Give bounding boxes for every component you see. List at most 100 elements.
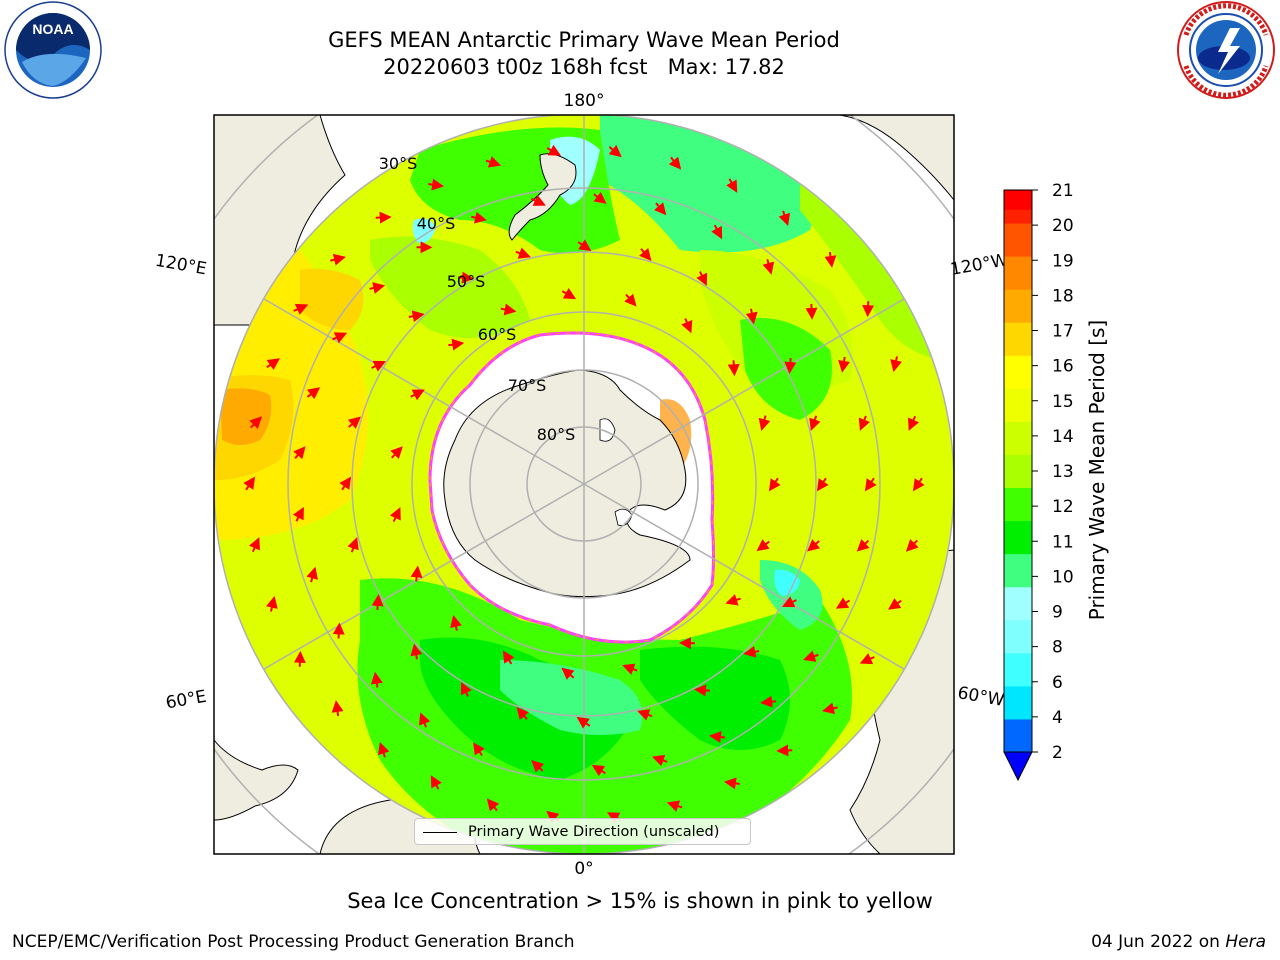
colorbar-segment xyxy=(1004,685,1032,720)
wave-arrow xyxy=(762,259,775,275)
wave-direction-arrows xyxy=(243,144,925,824)
colorbar-segment xyxy=(1004,256,1032,290)
wave-arrow xyxy=(622,663,638,675)
wave-arrow xyxy=(608,144,622,158)
colorbar-segment xyxy=(1004,586,1032,621)
wave-arrow xyxy=(448,338,465,351)
wave-arrow xyxy=(822,702,838,715)
wave-arrow xyxy=(371,594,384,611)
wave-arrow xyxy=(577,239,592,252)
lat-label-30s: 30°S xyxy=(379,154,418,173)
wave-arrow xyxy=(243,476,256,491)
wave-arrow xyxy=(332,622,345,639)
wave-arrow xyxy=(531,760,545,773)
colorbar-tick-label: 2 xyxy=(1052,743,1063,763)
wave-arrow xyxy=(694,684,711,697)
wave-arrow xyxy=(530,195,546,206)
wave-arrow xyxy=(591,764,606,777)
wave-arrow xyxy=(561,287,577,300)
wave-arrow xyxy=(862,301,875,318)
wave-arrow xyxy=(624,293,637,307)
wave-arrow xyxy=(293,446,306,460)
colorbar-top-segment xyxy=(1004,190,1032,210)
colorbar-tick-label: 11 xyxy=(1052,532,1074,552)
nws-logo xyxy=(1177,1,1275,99)
wave-arrow xyxy=(768,477,781,492)
map-area xyxy=(214,115,954,854)
lon-label-180: 180° xyxy=(564,91,605,111)
colorbar-segment xyxy=(1004,454,1032,489)
wave-arrow xyxy=(266,595,278,612)
wave-arrow xyxy=(727,360,740,377)
wave-arrow xyxy=(516,707,529,721)
wave-arrow xyxy=(776,744,793,757)
colorbar-segment xyxy=(1004,355,1032,389)
wave-arrow xyxy=(890,356,902,373)
wave-arrow xyxy=(460,681,472,697)
wave-arrow xyxy=(838,356,850,373)
lon-label-0: 0° xyxy=(574,859,593,879)
wave-arrow xyxy=(725,594,741,606)
wave-arrow xyxy=(651,754,668,767)
wave-arrow xyxy=(485,156,502,168)
colorbar-tick-label: 6 xyxy=(1052,673,1063,693)
wave-arrow xyxy=(370,671,383,688)
noaa-logo: NOAA xyxy=(4,1,102,99)
wave-arrow xyxy=(745,308,758,325)
legend-text: Primary Wave Direction (unscaled) xyxy=(468,824,720,840)
wave-arrow xyxy=(457,271,474,284)
wave-arrow xyxy=(781,596,797,608)
wave-arrow xyxy=(803,650,819,662)
footer-date-text: 04 Jun 2022 on xyxy=(1091,932,1226,952)
wave-arrow xyxy=(760,695,777,708)
wave-arrow xyxy=(500,303,517,316)
wave-arrow xyxy=(637,709,653,721)
wave-arrow xyxy=(905,539,919,552)
colorbar-segment xyxy=(1004,652,1032,687)
wave-arrow xyxy=(681,318,693,334)
wave-arrow xyxy=(410,643,423,660)
colorbar-segment xyxy=(1004,487,1032,522)
wave-arrow xyxy=(593,191,607,204)
wave-arrow xyxy=(856,539,870,552)
lat-label-70s: 70°S xyxy=(508,376,547,395)
wave-arrow xyxy=(347,416,361,429)
wave-arrow xyxy=(859,653,875,665)
wave-arrow xyxy=(784,357,797,374)
wave-arrow xyxy=(292,506,304,522)
wave-arrow xyxy=(709,731,726,743)
wave-arrow xyxy=(858,415,871,431)
wave-arrow xyxy=(430,775,442,790)
wave-arrow xyxy=(668,156,682,170)
wave-arrow xyxy=(249,416,263,429)
legend-line-sample xyxy=(423,832,457,833)
wave-arrow xyxy=(502,650,515,665)
wave-arrow xyxy=(371,360,387,372)
map-frame xyxy=(213,114,955,855)
colorbar-tick-label: 10 xyxy=(1052,567,1074,587)
map-legend: Primary Wave Direction (unscaled) xyxy=(414,818,751,845)
wave-arrow xyxy=(331,700,344,717)
wave-arrow xyxy=(912,477,925,492)
wave-arrow xyxy=(306,566,318,583)
wave-arrow xyxy=(696,271,708,287)
colorbar-segment xyxy=(1004,388,1032,422)
wave-arrow xyxy=(888,598,902,610)
colorbar-tick-label: 13 xyxy=(1052,462,1074,482)
wave-arrow xyxy=(428,178,445,191)
colorbar-tick-label: 9 xyxy=(1052,603,1063,623)
wave-arrow xyxy=(711,224,723,240)
wave-arrow xyxy=(266,358,280,370)
footer-date: 04 Jun 2022 on Hera xyxy=(1091,932,1266,952)
wave-arrow xyxy=(666,800,683,812)
colorbar-tick-label: 18 xyxy=(1052,286,1074,306)
colorbar-segment xyxy=(1004,322,1032,356)
wave-arrow xyxy=(330,253,346,266)
lat-label-40s: 40°S xyxy=(417,214,456,233)
wave-arrow xyxy=(778,210,791,226)
wave-arrow xyxy=(835,597,851,609)
colorbar-tick-label: 16 xyxy=(1052,357,1074,377)
colorbar-segment xyxy=(1004,223,1032,257)
sea-ice-caption: Sea Ice Concentration > 15% is shown in … xyxy=(347,889,933,913)
